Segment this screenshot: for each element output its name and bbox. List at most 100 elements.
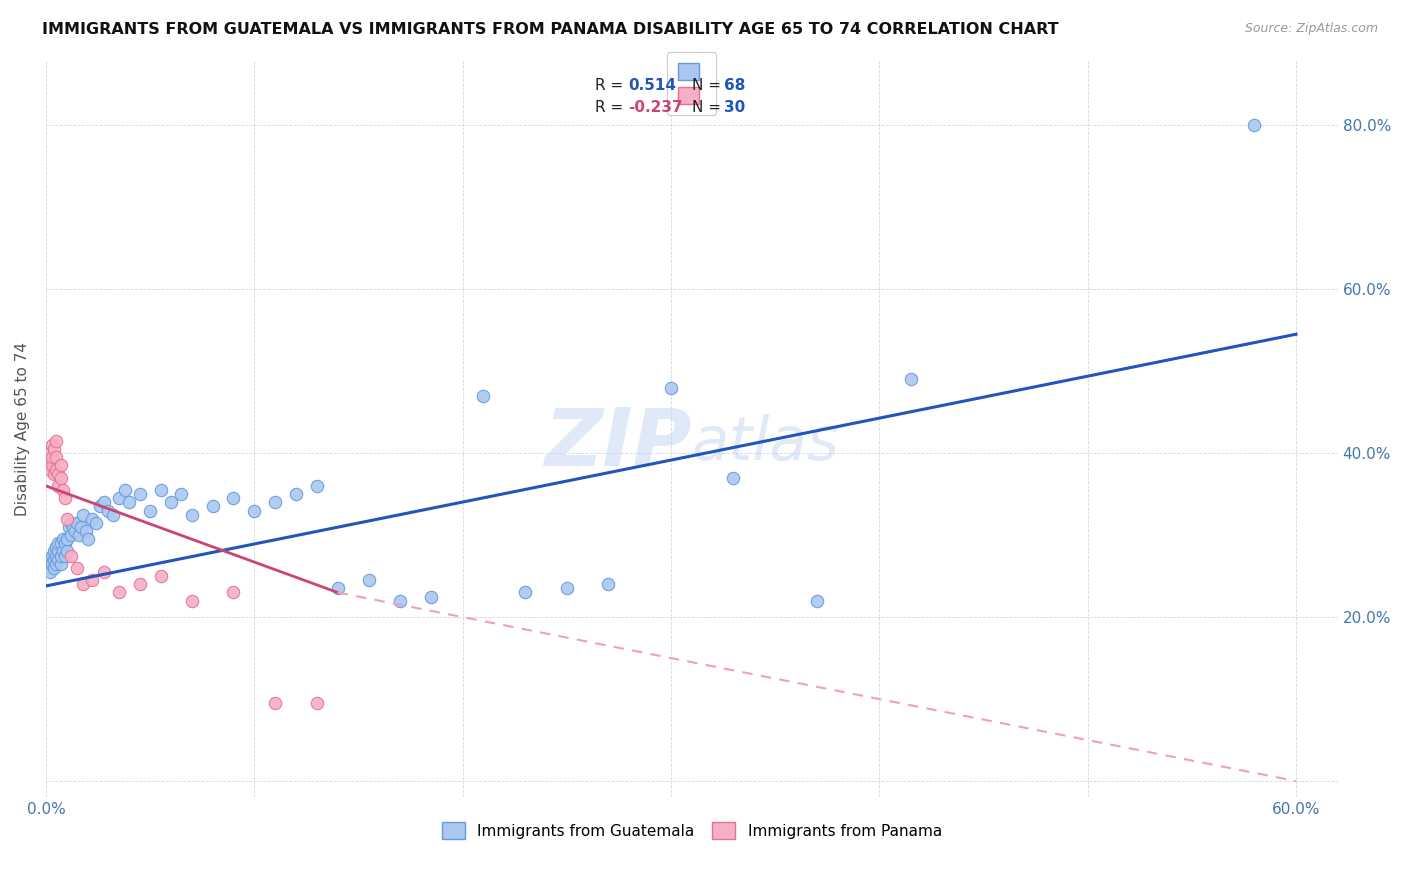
Point: [48, 552, 70, 566]
Point: [70, 520, 93, 534]
Point: [170, 487, 193, 501]
Point: [49, 471, 72, 485]
Point: [49, 458, 72, 473]
Point: [67, 528, 90, 542]
Point: [58, 520, 80, 534]
Point: [53, 491, 76, 506]
Text: -0.237: -0.237: [628, 100, 683, 115]
Point: [52, 532, 75, 546]
Point: [56, 544, 79, 558]
Text: atlas: atlas: [692, 414, 839, 473]
Point: [326, 582, 349, 596]
Point: [285, 487, 308, 501]
Point: [44, 544, 66, 558]
Point: [72, 577, 94, 591]
Point: [84, 516, 107, 530]
Point: [48, 544, 70, 558]
Point: [389, 593, 412, 607]
Point: [59, 516, 82, 530]
Point: [53, 536, 76, 550]
Text: 68: 68: [724, 78, 745, 93]
Point: [357, 573, 380, 587]
Point: [66, 561, 89, 575]
Point: [305, 696, 328, 710]
Point: [513, 585, 536, 599]
Point: [201, 500, 224, 514]
Point: [39, 462, 62, 476]
Point: [659, 380, 682, 394]
Point: [472, 389, 495, 403]
Point: [37, 561, 59, 575]
Point: [41, 458, 63, 473]
Text: R =: R =: [595, 100, 623, 115]
Point: [72, 508, 94, 522]
Point: [420, 590, 443, 604]
Point: [264, 495, 287, 509]
Point: [75, 524, 97, 538]
Text: N =: N =: [692, 100, 721, 115]
Point: [149, 483, 172, 497]
Point: [39, 446, 62, 460]
Point: [598, 577, 620, 591]
Point: [555, 582, 578, 596]
Point: [806, 593, 828, 607]
Point: [723, 471, 745, 485]
Point: [243, 503, 266, 517]
Point: [222, 491, 245, 506]
Point: [1243, 118, 1265, 132]
Point: [128, 577, 150, 591]
Point: [900, 372, 922, 386]
Point: [149, 569, 172, 583]
Point: [93, 565, 115, 579]
Point: [56, 532, 79, 546]
Point: [48, 467, 70, 481]
Point: [44, 552, 66, 566]
Point: [76, 532, 98, 546]
Point: [52, 544, 75, 558]
Point: [128, 487, 150, 501]
Point: [66, 516, 89, 530]
Point: [44, 467, 66, 481]
Point: [45, 434, 67, 448]
Point: [49, 536, 72, 550]
Point: [305, 479, 328, 493]
Point: [44, 442, 66, 456]
Legend: Immigrants from Guatemala, Immigrants from Panama: Immigrants from Guatemala, Immigrants fr…: [436, 816, 948, 845]
Text: IMMIGRANTS FROM GUATEMALA VS IMMIGRANTS FROM PANAMA DISABILITY AGE 65 TO 74 CORR: IMMIGRANTS FROM GUATEMALA VS IMMIGRANTS …: [42, 22, 1059, 37]
Point: [45, 541, 67, 555]
Point: [62, 520, 84, 534]
Text: 30: 30: [724, 100, 745, 115]
Text: 0.514: 0.514: [628, 78, 676, 93]
Point: [48, 536, 70, 550]
Point: [45, 450, 67, 465]
Point: [114, 483, 136, 497]
Text: Source: ZipAtlas.com: Source: ZipAtlas.com: [1244, 22, 1378, 36]
Point: [180, 508, 202, 522]
Point: [108, 585, 131, 599]
Point: [41, 450, 63, 465]
Point: [180, 593, 202, 607]
Point: [45, 462, 67, 476]
Point: [80, 512, 103, 526]
Point: [41, 438, 63, 452]
Point: [45, 549, 67, 563]
Text: N =: N =: [692, 78, 721, 93]
Point: [89, 500, 111, 514]
Point: [52, 483, 75, 497]
Point: [97, 503, 120, 517]
Y-axis label: Disability Age 65 to 74: Disability Age 65 to 74: [15, 342, 30, 516]
Point: [49, 557, 72, 571]
Point: [80, 573, 103, 587]
Point: [59, 528, 82, 542]
Text: R =: R =: [595, 78, 623, 93]
Point: [118, 495, 141, 509]
Point: [41, 557, 63, 571]
Point: [56, 512, 79, 526]
Point: [37, 454, 59, 468]
Point: [93, 495, 115, 509]
Point: [41, 549, 63, 563]
Point: [48, 479, 70, 493]
Point: [139, 503, 162, 517]
Point: [160, 495, 183, 509]
Point: [63, 524, 86, 538]
